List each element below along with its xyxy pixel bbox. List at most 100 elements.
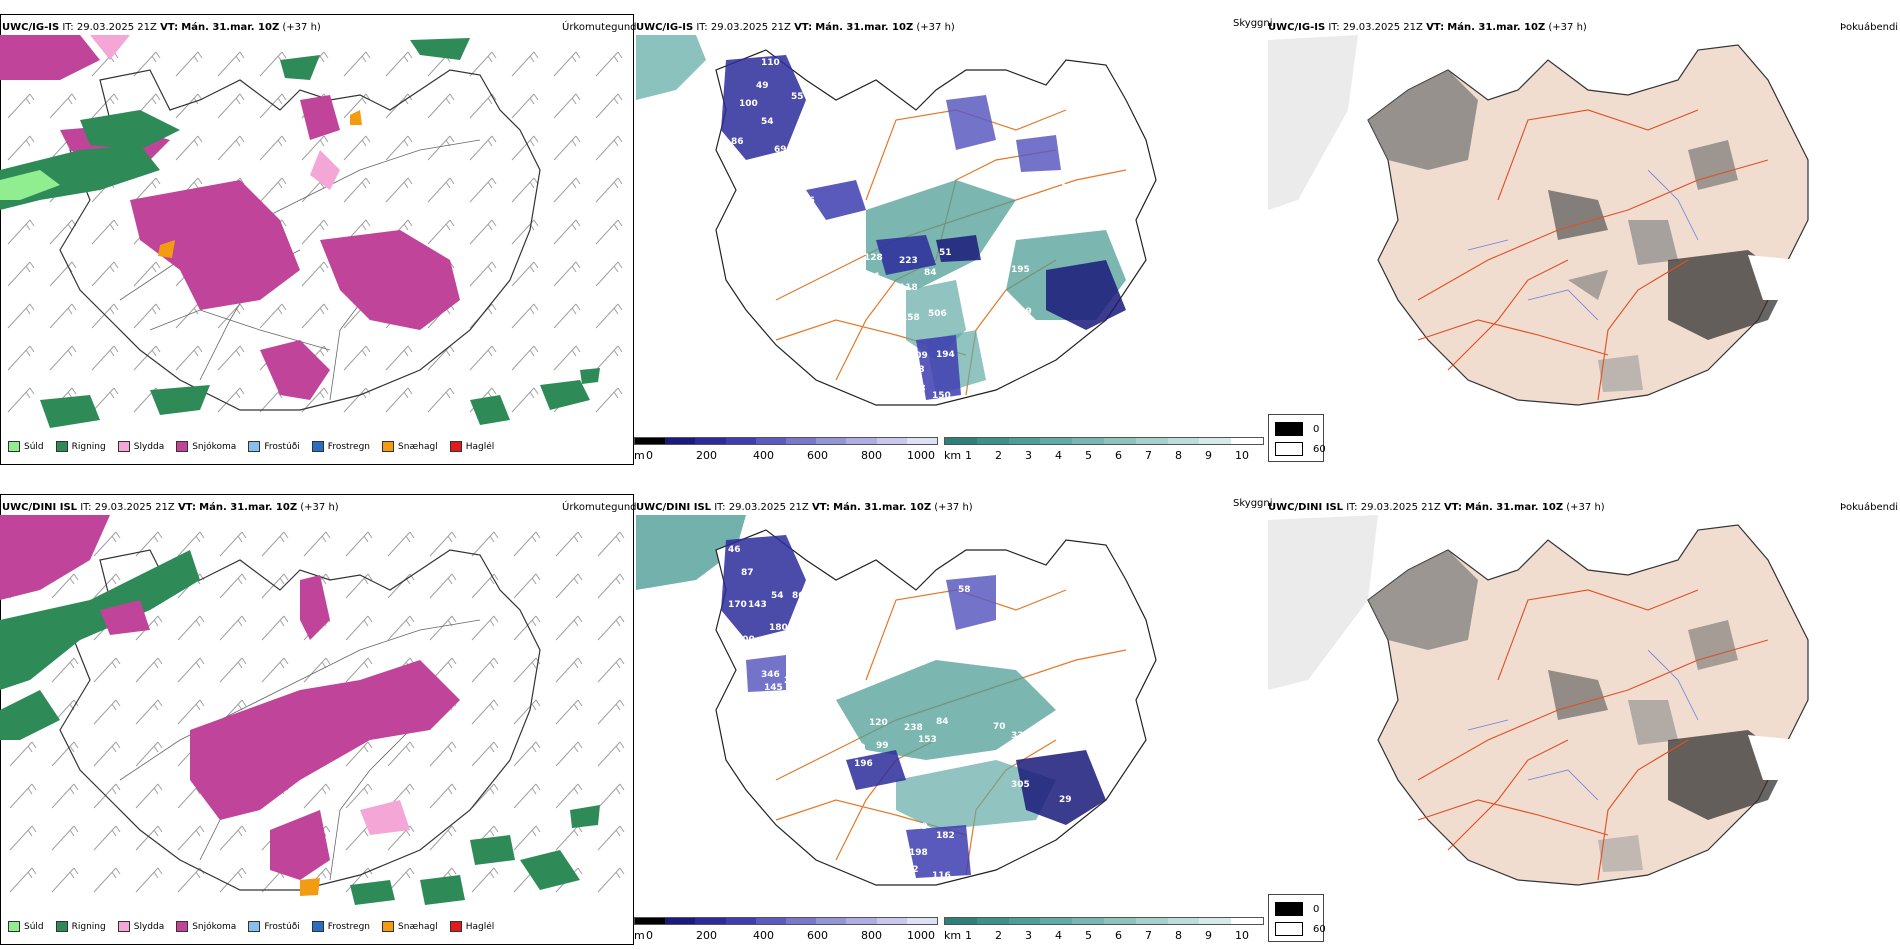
cloudbase-label: 86 (792, 591, 805, 601)
legend-swatch (449, 921, 462, 932)
cloudbase-label: 109 (909, 351, 928, 361)
fog-map (1268, 515, 1809, 886)
legend-item: Rigning (55, 441, 106, 452)
visibility-unit: km (944, 449, 962, 462)
visibility-unit: km (944, 929, 962, 942)
visibility-colorbar-strip (944, 917, 1264, 925)
cloudbase-label: 196 (854, 759, 873, 769)
visibility-tick: 9 (1205, 929, 1212, 942)
cloudbase-value-labels: 110 49 55 100 54 86 69 125 120 316 130 3… (731, 58, 1080, 401)
cloudbase-label: 90 (853, 743, 866, 753)
cloudbase-label: 316 (796, 196, 815, 206)
legend-swatch (311, 921, 324, 932)
legend-item: Haglél (449, 921, 494, 932)
visibility-tick: 10 (1235, 449, 1249, 462)
precip-title: Úrkomutegund (562, 22, 637, 33)
visibility-tick: 3 (1025, 929, 1032, 942)
cloudbase-label: 49 (756, 81, 769, 91)
precip-title: Úrkomutegund (562, 502, 637, 513)
visibility-tick: 7 (1145, 929, 1152, 942)
cloudbase-label: 31 (1056, 335, 1069, 345)
cloudbase-unit: m (634, 929, 645, 942)
cloudbase-label: 87 (741, 568, 754, 578)
cloudbase-label: 130 (1061, 183, 1080, 193)
legend-swatch (248, 441, 261, 452)
fog-swatch-black (1275, 902, 1303, 916)
visibility-tick: 3 (1025, 449, 1032, 462)
visibility-tick: 5 (1085, 449, 1092, 462)
model-name: UWC/IG-IS (2, 22, 60, 33)
cloudbase-label: 99 (876, 741, 889, 751)
cloudbase-label: 69 (774, 145, 787, 155)
visibility-tick: 8 (1175, 449, 1182, 462)
precip-legend: Súld Rigning Slydda Snjókoma Frostúði Fr… (8, 441, 506, 452)
legend-swatch (382, 441, 395, 452)
visibility-tick: 4 (1055, 449, 1062, 462)
fog-swatch-black (1275, 422, 1303, 436)
cloudbase-label: 55 (791, 92, 804, 102)
legend-item: Slydda (117, 921, 164, 932)
visibility-tick: 8 (1175, 929, 1182, 942)
cloudbase-label: 92 (906, 865, 919, 875)
visibility-tick: 5 (1085, 929, 1092, 942)
cloudbase-tick: 600 (807, 449, 828, 462)
legend-swatch (55, 921, 68, 932)
cloudbase-label: 84 (924, 268, 937, 278)
visibility-tick: 2 (995, 449, 1002, 462)
visibility-tick: 2 (995, 929, 1002, 942)
cloudbase-label: 66 (852, 277, 865, 287)
cloudbase-label: 195 (1011, 265, 1030, 275)
legend-swatch (55, 441, 68, 452)
cloudbase-label: 113 (907, 384, 926, 394)
visibility-tick: 10 (1235, 929, 1249, 942)
fog-map (1268, 35, 1809, 406)
cloudbase-label: 86 (731, 137, 744, 147)
cloudbase-label: 100 (736, 635, 755, 645)
cloudbase-label: 223 (899, 256, 918, 266)
cloudbase-label: 120 (731, 168, 750, 178)
cloudbase-tick: 1000 (907, 929, 935, 942)
fog-title: Þokuábendi (1840, 502, 1899, 513)
cloudbase-label: 182 (936, 831, 955, 841)
legend-swatch (248, 921, 261, 932)
visibility-colorbar: km 1 2 3 4 5 6 7 8 9 10 (944, 916, 1264, 946)
cloudbase-tick: 400 (753, 929, 774, 942)
visibility-tick: 6 (1115, 929, 1122, 942)
cloudbase-colorbar: m 0 200 400 600 800 1000 (634, 916, 938, 946)
visibility-colorbar-strip (944, 437, 1264, 445)
legend-item: Frostúði (248, 921, 300, 932)
legend-item: Súld (8, 921, 44, 932)
visibility-header: UWC/IG-IS IT: 29.03.2025 21Z VT: Mán. 31… (636, 22, 955, 33)
cloudbase-label: 506 (928, 309, 947, 319)
visibility-tick: 7 (1145, 449, 1152, 462)
legend-swatch (176, 921, 189, 932)
visibility-tick: 4 (1055, 929, 1062, 942)
legend-swatch (176, 441, 189, 452)
cloudbase-label: 51 (939, 248, 952, 258)
cloudbase-colorbar: m 0 200 400 600 800 1000 (634, 436, 938, 466)
precip-map (0, 515, 633, 909)
legend-item: Snæhagl (382, 921, 438, 932)
legend-item: Slydda (117, 441, 164, 452)
legend-swatch (449, 441, 462, 452)
cloudbase-value-labels: 46 50 87 79 54 86 170 143 100 180 58 346… (708, 540, 1072, 881)
cloudbase-label: 91 (868, 272, 881, 282)
cloudbase-tick: 600 (807, 929, 828, 942)
legend-item: Snjókoma (176, 441, 236, 452)
legend-swatch (117, 441, 130, 452)
cloudbase-label: 58 (958, 585, 971, 595)
cloudbase-label: 79 (708, 587, 721, 597)
cloudbase-label: 100 (739, 99, 758, 109)
legend-item: Frostúði (248, 441, 300, 452)
iceland-outline (59, 549, 541, 891)
precip-map-frame (0, 14, 634, 465)
cloudbase-unit: m (634, 449, 645, 462)
cloudbase-label: 346 (761, 670, 780, 680)
precip-legend: Súld Rigning Slydda Snjókoma Frostúði Fr… (8, 921, 506, 932)
fog-legend-row: 60 (1275, 922, 1326, 936)
visibility-title: Skyggni (1233, 498, 1273, 509)
cloudbase-label: 208 (784, 676, 803, 686)
row-1: UWC/IG-IS IT: 29.03.2025 21Z VT: Mán. 31… (0, 0, 1900, 470)
visibility-tick: 1 (965, 929, 972, 942)
cloudbase-label: 129 (1013, 307, 1032, 317)
